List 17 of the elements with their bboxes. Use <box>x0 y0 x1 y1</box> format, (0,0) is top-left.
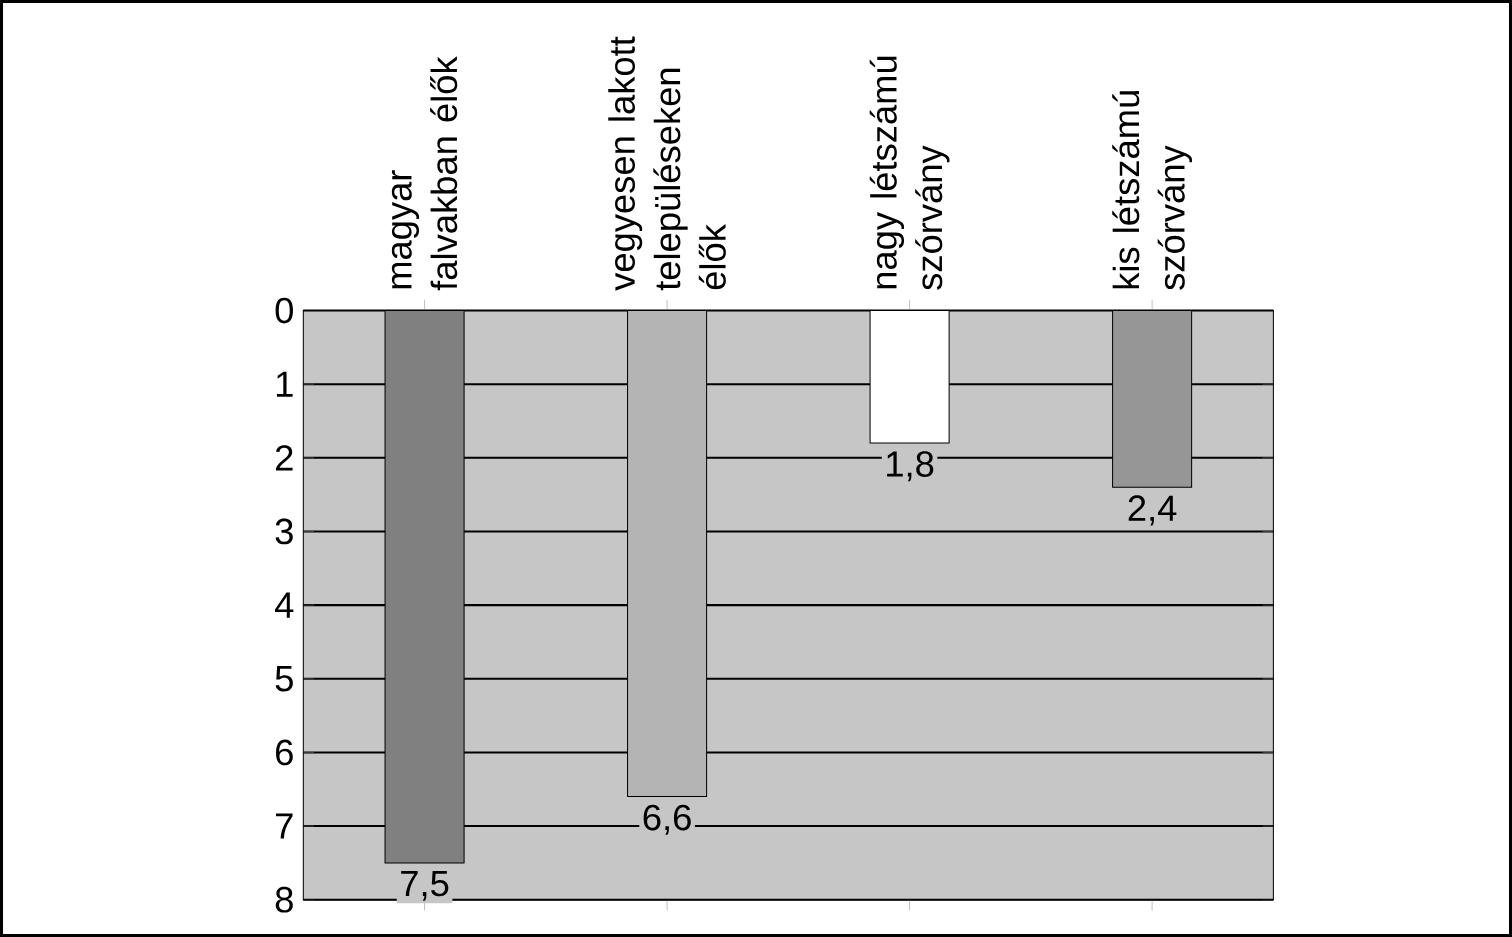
x-tick-label: kis létszámú szórvány <box>1112 90 1193 290</box>
y-tick-label: 1 <box>276 371 293 397</box>
data-label: 6,6 <box>643 804 691 835</box>
x-tick-label: magyar falvakban élők <box>391 56 458 291</box>
y-tick-label: 6 <box>276 739 293 766</box>
y-tick-label: 3 <box>275 518 293 545</box>
y-tick-label: 2 <box>275 445 293 471</box>
y-tick-label: 5 <box>275 665 293 692</box>
x-tick-label: nagy létszámú szórvány <box>869 56 950 290</box>
data-label: 1,8 <box>887 451 934 482</box>
x-tick-label: vegyesen lakott településeken élők <box>608 36 726 291</box>
y-tick-label: 0 <box>275 297 293 324</box>
y-tick-label: 8 <box>275 886 293 913</box>
y-tick-label: 4 <box>275 592 294 618</box>
y-tick-label: 7 <box>276 813 293 839</box>
data-label: 7,5 <box>401 870 449 901</box>
data-label: 2,4 <box>1128 495 1177 526</box>
